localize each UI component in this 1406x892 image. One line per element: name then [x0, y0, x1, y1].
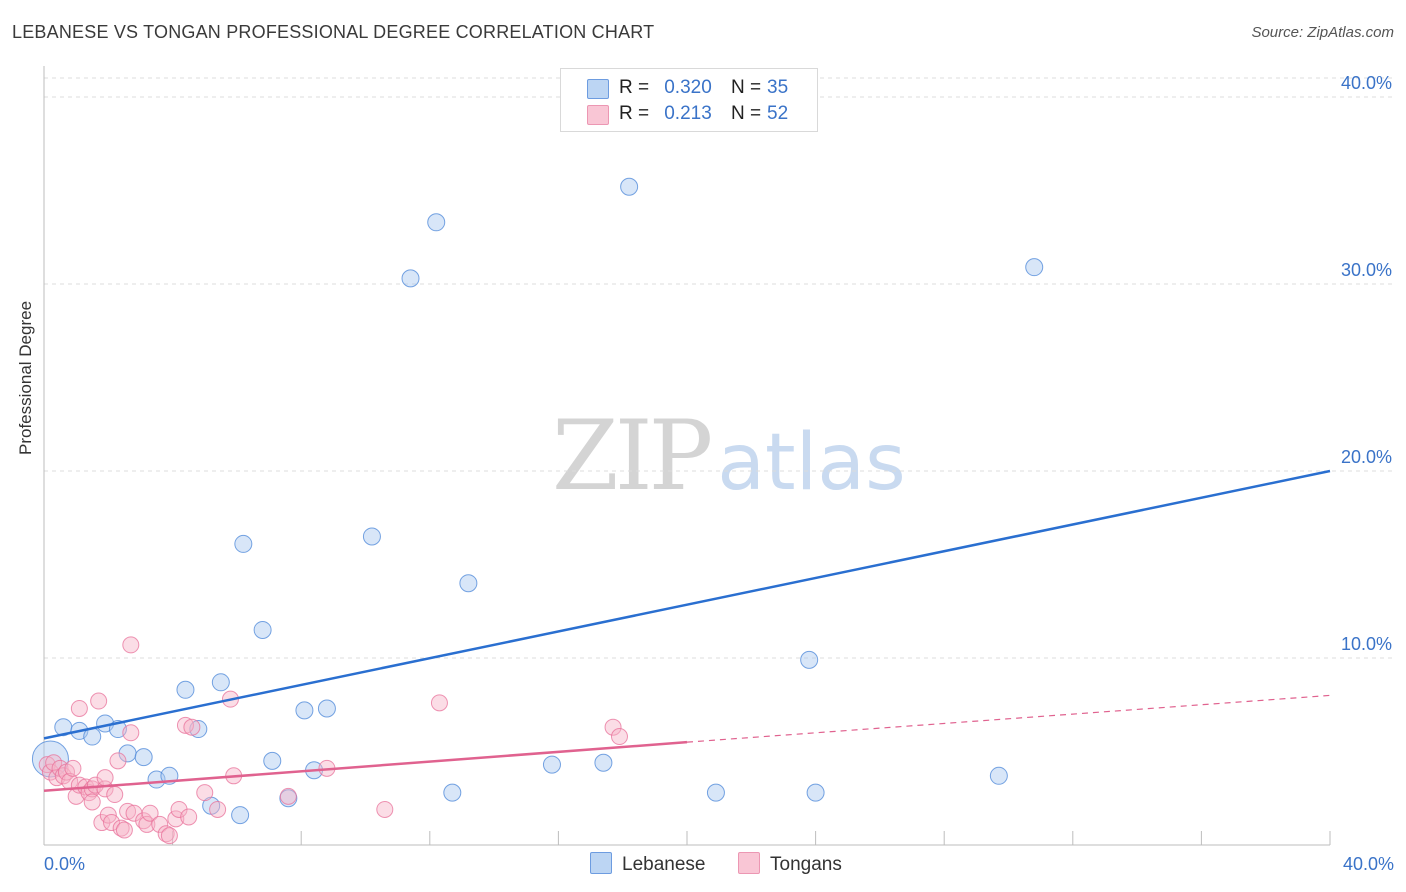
tongans-point [122, 636, 140, 654]
tongans-trendline-extension [686, 694, 1331, 743]
tongans-point [70, 699, 88, 717]
y-tick-label: 10.0% [1341, 634, 1392, 654]
x-tick-label-max: 40.0% [1343, 854, 1394, 874]
chart-title: LEBANESE VS TONGAN PROFESSIONAL DEGREE C… [12, 22, 655, 42]
tongans-points [38, 636, 628, 845]
n-value: 52 [767, 103, 789, 124]
x-tick-label-min: 0.0% [44, 854, 85, 874]
r-label: R = [619, 103, 650, 124]
tongans-point [122, 724, 140, 742]
tongans-point [604, 718, 622, 736]
lebanese-point [295, 701, 314, 720]
lebanese-legend-swatch [590, 852, 612, 874]
lebanese-point [362, 527, 381, 546]
tongans-point [376, 800, 394, 818]
n-value: 35 [767, 77, 789, 98]
lebanese-point [620, 177, 639, 196]
n-label: N = [731, 77, 762, 98]
tongans-point [109, 752, 127, 770]
tongans-point [138, 815, 156, 833]
source-label: Source: ZipAtlas.com [1251, 24, 1394, 41]
legend-item-tongans: Tongans [738, 852, 842, 876]
lebanese-point [427, 213, 446, 232]
lebanese-point [806, 783, 825, 802]
lebanese-point [706, 783, 725, 802]
lebanese-swatch [587, 79, 609, 99]
lebanese-point [234, 534, 253, 553]
tongans-point [141, 804, 159, 822]
lebanese-point [443, 783, 462, 802]
lebanese-point [279, 789, 298, 808]
tongans-point [48, 769, 66, 787]
lebanese-point [263, 751, 282, 770]
tongans-point [183, 718, 201, 736]
lebanese-point [189, 720, 208, 739]
lebanese-point [317, 699, 336, 718]
lebanese-point [134, 748, 153, 767]
lebanese-point [542, 755, 561, 774]
tongans-swatch [587, 105, 609, 125]
tongans-point [196, 784, 214, 802]
y-tick-label: 40.0% [1341, 73, 1392, 93]
lebanese-point [1025, 258, 1044, 277]
lebanese-point [401, 269, 420, 288]
lebanese-point [594, 753, 613, 772]
tongans-point [151, 815, 169, 833]
watermark-zip: ZIP [552, 400, 713, 512]
lebanese-point [989, 766, 1008, 785]
tongans-trendline [43, 740, 688, 793]
tongans-point [430, 694, 448, 712]
tongans-point [167, 810, 185, 828]
lebanese-point [800, 650, 819, 669]
r-value: 0.320 [664, 77, 712, 98]
tongans-legend-swatch [738, 852, 760, 874]
lebanese-points [31, 177, 1044, 825]
legend-item-lebanese: Lebanese [590, 852, 705, 876]
tongans-point [209, 800, 227, 818]
tongans-point [176, 716, 194, 734]
lebanese-legend-label: Lebanese [622, 854, 706, 875]
tongans-point [64, 759, 82, 777]
watermark: ZIP atlas [552, 400, 906, 512]
lebanese-point [211, 673, 230, 692]
r-label: R = [619, 77, 650, 98]
r-value: 0.213 [664, 103, 712, 124]
tongans-point [119, 802, 137, 820]
lebanese-trendline [43, 469, 1331, 740]
tongans-point [180, 808, 198, 826]
tongans-point [115, 821, 133, 839]
tongans-point [103, 814, 121, 832]
tongans-point [610, 728, 628, 746]
n-label: N = [731, 103, 762, 124]
lebanese-point [231, 806, 250, 825]
tongans-point [83, 793, 101, 811]
lebanese-point [253, 620, 272, 639]
tongans-point [160, 827, 178, 845]
y-tick-label: 20.0% [1341, 447, 1392, 467]
tongans-legend-label: Tongans [770, 854, 842, 875]
y-tick-label: 30.0% [1341, 260, 1392, 280]
tongans-point [279, 787, 297, 805]
lebanese-point [459, 574, 478, 593]
tongans-point [90, 692, 108, 710]
legend-stats: R = 0.320 N = 35 R = 0.213 N = 52 [560, 68, 818, 132]
watermark-atlas: atlas [717, 418, 906, 508]
tongans-point [96, 769, 114, 787]
lebanese-point [176, 680, 195, 699]
tongans-point [106, 786, 124, 804]
